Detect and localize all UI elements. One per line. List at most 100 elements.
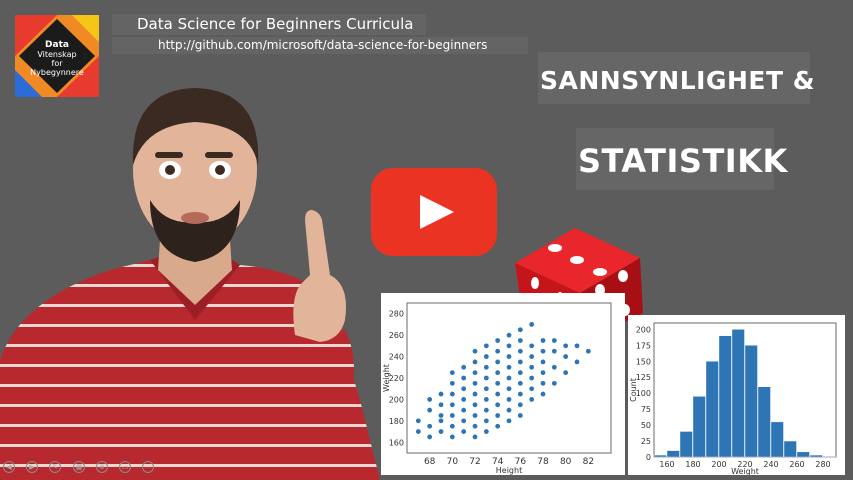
scatter-plot-area bbox=[406, 302, 612, 454]
scatter-point bbox=[574, 359, 580, 365]
histogram-chart: 0 25 50 75 100 125 150 175 200 160 180 200 220 240 260… bbox=[629, 322, 837, 476]
zoom-icon[interactable]: ⊕ bbox=[96, 461, 108, 473]
scatter-point bbox=[427, 434, 433, 440]
prev-slide-icon[interactable]: ◀ bbox=[3, 461, 15, 473]
histogram-bar bbox=[822, 456, 836, 458]
scatter-point bbox=[483, 407, 489, 413]
histogram-bar bbox=[718, 335, 732, 458]
scatter-point bbox=[415, 429, 421, 434]
youtube-play-button[interactable] bbox=[371, 168, 497, 256]
scatter-point bbox=[472, 402, 478, 408]
next-slide-icon[interactable]: ▶ bbox=[26, 461, 38, 473]
raised-hand bbox=[293, 210, 346, 342]
histogram-bar bbox=[770, 421, 784, 458]
histogram-y-tick: 0 bbox=[646, 453, 651, 462]
subtitles-icon[interactable]: ▭ bbox=[119, 461, 131, 473]
scatter-point bbox=[506, 386, 512, 392]
scatter-point bbox=[563, 343, 569, 349]
scatter-point bbox=[551, 338, 557, 343]
scatter-point bbox=[449, 391, 455, 397]
scatter-point bbox=[506, 343, 512, 349]
histogram-x-label: Weight bbox=[731, 467, 759, 475]
scatter-point bbox=[563, 370, 569, 376]
repo-url[interactable]: http://github.com/microsoft/data-science… bbox=[158, 38, 488, 52]
histogram-x-tick: 220 bbox=[737, 460, 752, 469]
shirt bbox=[0, 260, 380, 480]
slides-icon[interactable]: ▦ bbox=[73, 461, 85, 473]
scatter-y-tick: 240 bbox=[389, 353, 404, 362]
scatter-point bbox=[449, 434, 455, 440]
scatter-point bbox=[517, 370, 523, 376]
scatter-point bbox=[438, 413, 444, 418]
scatter-point bbox=[540, 338, 546, 343]
histogram-x-tick: 260 bbox=[789, 460, 804, 469]
pen-icon[interactable]: ✎ bbox=[49, 461, 61, 473]
scatter-point bbox=[438, 429, 444, 434]
histogram-bar bbox=[666, 450, 680, 458]
scatter-point bbox=[495, 338, 501, 343]
scatter-point bbox=[461, 397, 467, 402]
scatter-point bbox=[461, 375, 467, 381]
histogram-y-tick: 150 bbox=[636, 357, 651, 366]
scatter-x-tick: 74 bbox=[492, 457, 504, 467]
scatter-point bbox=[517, 359, 523, 365]
histogram-x-tick: 160 bbox=[659, 460, 674, 469]
scatter-point bbox=[506, 418, 512, 424]
scatter-x-tick: 80 bbox=[560, 457, 572, 467]
scatter-point bbox=[483, 375, 489, 381]
scatter-point bbox=[551, 348, 557, 354]
title-box bbox=[112, 14, 426, 35]
scatter-point bbox=[495, 423, 501, 429]
page-title: Data Science for Beginners Curricula bbox=[137, 15, 414, 33]
scatter-point bbox=[427, 397, 433, 402]
scatter-point bbox=[483, 386, 489, 392]
histogram-bar bbox=[809, 454, 823, 458]
scatter-point bbox=[461, 418, 467, 424]
scatter-point bbox=[427, 423, 433, 429]
scatter-point bbox=[529, 343, 535, 349]
scatter-point bbox=[438, 391, 444, 397]
histogram-bar bbox=[679, 431, 693, 458]
histogram-x-tick: 200 bbox=[711, 460, 726, 469]
logo-text: Data Vitenskap for Nybegynnere bbox=[15, 41, 99, 78]
scatter-point bbox=[495, 380, 501, 386]
url-box bbox=[112, 37, 528, 54]
scatter-x-tick: 78 bbox=[537, 457, 549, 467]
scatter-point bbox=[551, 364, 557, 370]
scatter-point bbox=[495, 402, 501, 408]
scatter-point bbox=[495, 370, 501, 376]
scatter-point bbox=[438, 402, 444, 408]
histogram-y-tick: 125 bbox=[636, 373, 651, 382]
histogram-bar bbox=[692, 396, 706, 458]
scatter-point bbox=[529, 322, 535, 327]
scatter-point bbox=[517, 391, 523, 397]
more-icon[interactable]: ⋯ bbox=[142, 461, 154, 473]
histogram-y-tick: 50 bbox=[641, 421, 651, 430]
logo-line-4: Nybegynnere bbox=[30, 68, 84, 77]
scatter-point bbox=[540, 348, 546, 354]
scatter-point bbox=[472, 434, 478, 440]
histogram-y-tick: 100 bbox=[636, 389, 651, 398]
scatter-point bbox=[472, 370, 478, 376]
scatter-point bbox=[449, 370, 455, 376]
scatter-point bbox=[461, 386, 467, 392]
scatter-point bbox=[472, 380, 478, 386]
histogram-bar bbox=[783, 440, 797, 458]
scatter-point bbox=[495, 391, 501, 397]
logo-line-3: for bbox=[51, 59, 63, 68]
scatter-point bbox=[574, 343, 580, 349]
scatter-point bbox=[415, 418, 421, 424]
scatter-x-label: Height bbox=[496, 466, 522, 475]
scatter-point bbox=[472, 359, 478, 365]
histogram-bar bbox=[731, 329, 745, 458]
scatter-y-tick: 220 bbox=[389, 374, 404, 383]
scatter-x-tick: 68 bbox=[424, 457, 436, 467]
scatter-point bbox=[517, 413, 523, 418]
scatter-point bbox=[585, 348, 591, 354]
scatter-x-tick: 70 bbox=[447, 457, 459, 467]
histogram-x-tick: 280 bbox=[815, 460, 830, 469]
scatter-point bbox=[517, 327, 523, 333]
scatter-point bbox=[472, 391, 478, 397]
scatter-point bbox=[517, 380, 523, 386]
logo: Data Vitenskap for Nybegynnere bbox=[15, 15, 99, 97]
